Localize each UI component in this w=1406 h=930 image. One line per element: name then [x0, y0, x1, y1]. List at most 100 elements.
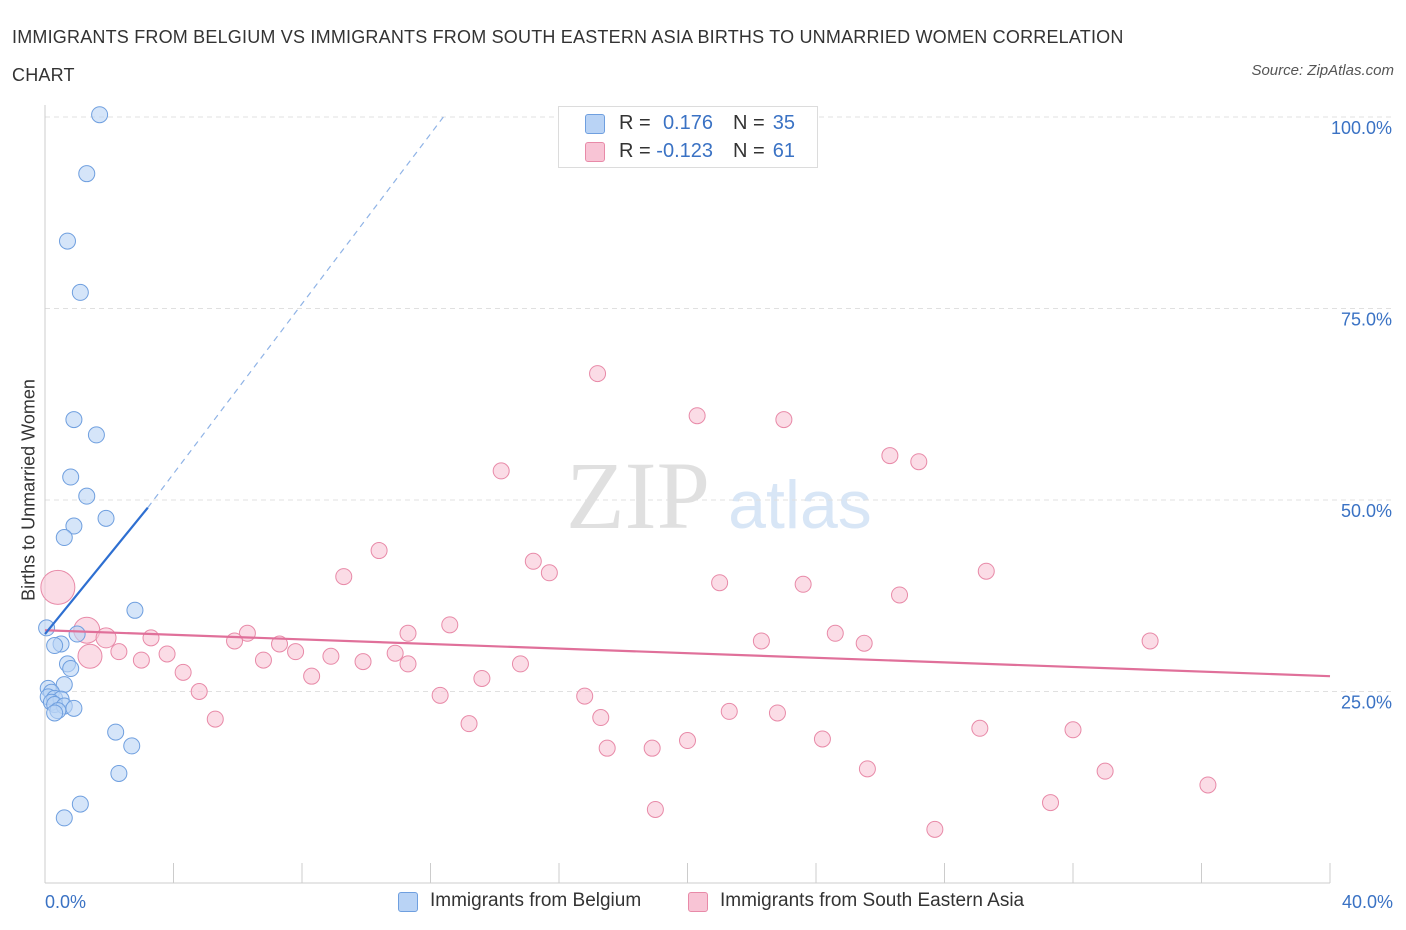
data-point-south-eastern-asia	[95, 627, 117, 649]
data-point-south-eastern-asia	[646, 800, 664, 818]
data-point-south-eastern-asia	[1141, 632, 1159, 650]
data-point-south-eastern-asia	[399, 624, 417, 642]
data-point-belgium	[46, 637, 64, 655]
data-point-south-eastern-asia	[826, 624, 844, 642]
trend-line-belgium	[44, 506, 149, 635]
r-label: R =	[619, 112, 651, 134]
data-point-belgium	[65, 699, 83, 717]
watermark: ZIP atlas	[566, 442, 872, 549]
x-tick-label: 40.0%	[1342, 892, 1393, 912]
data-point-belgium	[123, 737, 141, 755]
data-point-south-eastern-asia	[711, 574, 729, 592]
data-point-belgium	[126, 601, 144, 619]
legend-stats-row-south-eastern-asia: R = -0.123 N = 61	[559, 138, 817, 166]
data-point-south-eastern-asia	[813, 730, 831, 748]
r-label: R =	[619, 140, 651, 162]
data-point-south-eastern-asia	[679, 732, 696, 750]
data-point-south-eastern-asia	[858, 760, 876, 778]
y-tick-label: 50.0%	[1341, 501, 1392, 521]
series-south-eastern-asia	[40, 365, 1217, 838]
r-value: 0.176	[662, 112, 713, 134]
data-point-south-eastern-asia	[511, 655, 529, 673]
y-tick-label: 100.0%	[1331, 118, 1392, 138]
data-point-belgium	[62, 660, 80, 678]
data-point-south-eastern-asia	[752, 632, 770, 650]
legend-series: Immigrants from Belgium Immigrants from …	[0, 888, 1406, 918]
data-point-south-eastern-asia	[335, 568, 353, 586]
data-point-south-eastern-asia	[386, 644, 404, 662]
chart-title: IMMIGRANTS FROM BELGIUM VS IMMIGRANTS FR…	[12, 27, 1124, 85]
data-point-belgium	[65, 411, 83, 429]
data-point-belgium	[87, 426, 105, 444]
data-point-south-eastern-asia	[688, 407, 706, 425]
trend-line-south-eastern-asia	[44, 629, 1331, 678]
legend-swatch-belgium	[585, 114, 605, 134]
data-point-south-eastern-asia	[576, 687, 594, 705]
data-point-south-eastern-asia	[598, 739, 616, 757]
data-point-south-eastern-asia	[254, 651, 272, 669]
trend-line-belgium-extension	[147, 116, 444, 509]
legend-stats-row-belgium: R = 0.176 N = 35	[559, 110, 817, 138]
r-value: -0.123	[656, 140, 713, 162]
watermark-zip: ZIP	[566, 442, 710, 549]
data-point-south-eastern-asia	[540, 564, 558, 582]
data-point-south-eastern-asia	[977, 562, 995, 580]
data-point-belgium	[58, 232, 76, 250]
data-point-south-eastern-asia	[40, 569, 76, 605]
data-point-south-eastern-asia	[1096, 762, 1114, 780]
data-point-south-eastern-asia	[589, 365, 607, 383]
data-point-south-eastern-asia	[431, 686, 449, 704]
data-point-south-eastern-asia	[158, 645, 176, 663]
data-point-belgium	[107, 723, 125, 741]
data-point-belgium	[55, 809, 73, 827]
y-tick-label: 25.0%	[1341, 693, 1392, 713]
data-point-south-eastern-asia	[1064, 721, 1082, 739]
data-point-south-eastern-asia	[322, 647, 340, 665]
data-point-south-eastern-asia	[303, 667, 321, 685]
data-point-belgium	[68, 625, 86, 643]
legend-stats: R = 0.176 N = 35 R = -0.123 N = 61	[558, 106, 818, 168]
y-tick-label: 75.0%	[1341, 310, 1392, 330]
watermark-atlas: atlas	[728, 467, 872, 543]
source-credit: Source: ZipAtlas.com	[1251, 62, 1394, 79]
data-point-south-eastern-asia	[206, 710, 224, 728]
data-point-belgium	[65, 517, 83, 535]
grid-lines	[45, 116, 1392, 692]
data-point-belgium	[38, 619, 56, 637]
x-tick-label: 0.0%	[45, 892, 86, 912]
data-point-south-eastern-asia	[592, 709, 610, 727]
data-point-belgium	[71, 795, 89, 813]
data-point-belgium	[91, 106, 109, 124]
n-label: N =	[733, 140, 765, 162]
data-point-south-eastern-asia	[271, 635, 289, 653]
data-point-south-eastern-asia	[768, 704, 786, 722]
data-point-south-eastern-asia	[775, 411, 793, 429]
legend-swatch-belgium	[398, 892, 418, 912]
data-point-south-eastern-asia	[174, 663, 192, 681]
data-point-south-eastern-asia	[971, 719, 989, 737]
n-label: N =	[733, 112, 765, 134]
n-value: 61	[772, 140, 795, 162]
data-point-belgium	[110, 764, 128, 782]
data-point-south-eastern-asia	[399, 655, 417, 673]
data-point-south-eastern-asia	[891, 586, 909, 604]
data-point-south-eastern-asia	[926, 820, 944, 838]
y-axis-label-wrap: Births to Unmarried Women	[14, 180, 44, 800]
data-point-south-eastern-asia	[354, 653, 372, 671]
data-point-south-eastern-asia	[226, 632, 244, 650]
data-point-south-eastern-asia	[460, 715, 478, 733]
data-point-south-eastern-asia	[492, 462, 510, 480]
data-point-south-eastern-asia	[77, 643, 103, 669]
data-point-belgium	[97, 509, 115, 527]
data-point-south-eastern-asia	[1042, 794, 1060, 812]
data-point-south-eastern-asia	[370, 542, 388, 560]
data-point-south-eastern-asia	[524, 552, 542, 570]
data-point-south-eastern-asia	[643, 739, 661, 757]
data-point-belgium	[62, 468, 80, 486]
data-point-south-eastern-asia	[142, 629, 160, 647]
data-point-south-eastern-asia	[910, 453, 928, 471]
data-point-south-eastern-asia	[794, 575, 812, 593]
legend-swatch-south-eastern-asia	[688, 892, 708, 912]
data-point-south-eastern-asia	[720, 702, 738, 720]
trend-lines	[44, 116, 1331, 678]
